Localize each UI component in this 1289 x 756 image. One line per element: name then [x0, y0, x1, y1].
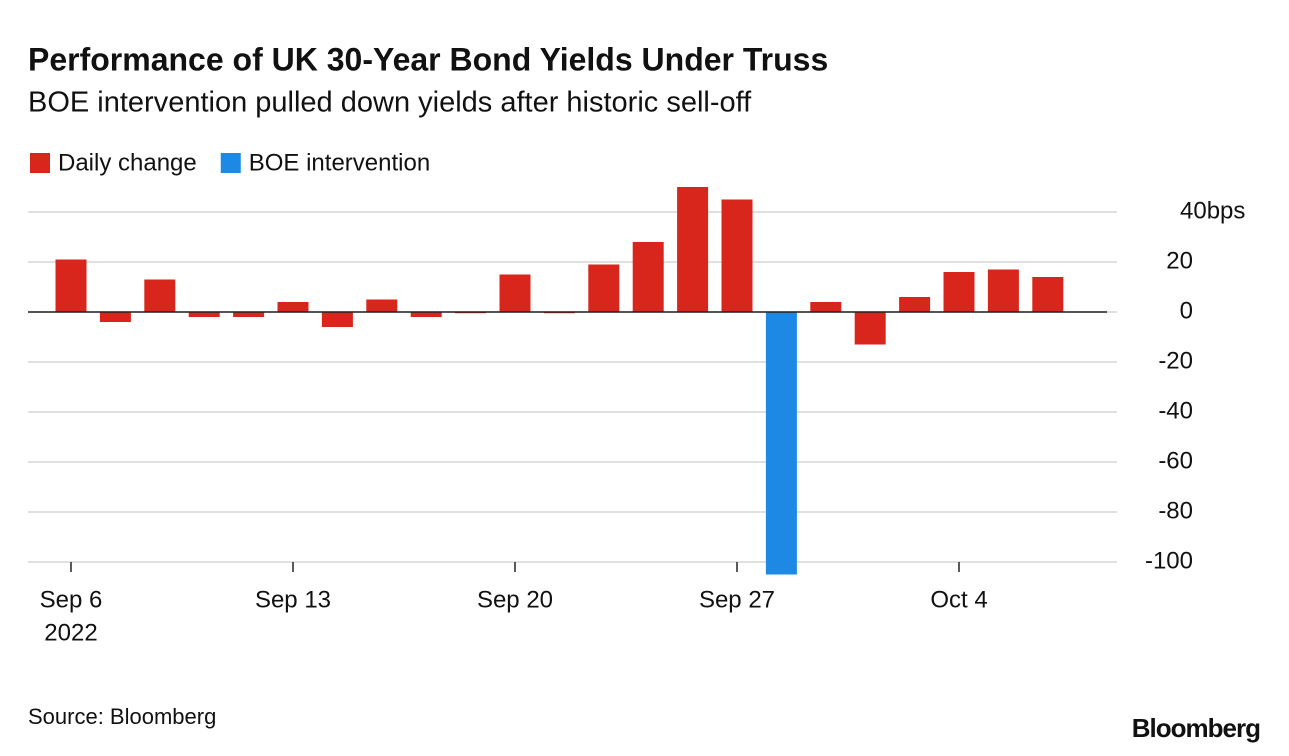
bar — [677, 187, 709, 312]
y-tick-label: -40 — [1158, 397, 1193, 424]
bar — [721, 199, 753, 312]
brand: Bloomberg — [1132, 713, 1260, 743]
y-tick-label: 0 — [1180, 297, 1193, 324]
x-sublabel: 2022 — [44, 619, 97, 646]
bar — [588, 264, 620, 312]
y-tick-label: -20 — [1158, 347, 1193, 374]
bar — [188, 312, 220, 317]
bar — [144, 279, 176, 312]
legend-swatch — [220, 153, 241, 173]
bar — [410, 312, 442, 317]
x-tick-label: Oct 4 — [930, 586, 987, 613]
bar — [277, 302, 309, 312]
bar — [899, 297, 931, 312]
bar — [810, 302, 842, 312]
y-tick-label: -80 — [1158, 497, 1193, 524]
legend-label: BOE intervention — [249, 149, 430, 176]
x-tick-label: Sep 20 — [477, 586, 553, 613]
x-tick-label: Sep 6 — [40, 586, 103, 613]
bar — [366, 299, 398, 312]
y-tick-label: 20 — [1166, 247, 1193, 274]
bar — [233, 312, 265, 317]
y-tick-label: -100 — [1145, 547, 1193, 574]
bar — [55, 259, 87, 312]
x-tick-label: Sep 27 — [699, 586, 775, 613]
bar — [765, 312, 797, 575]
bar — [99, 312, 131, 322]
bar — [854, 312, 886, 345]
legend-label: Daily change — [58, 149, 197, 176]
bar — [499, 274, 531, 312]
bar — [1032, 277, 1064, 312]
bar — [943, 272, 975, 312]
source: Source: Bloomberg — [28, 704, 216, 729]
y-tick-label: -60 — [1158, 447, 1193, 474]
bar — [321, 312, 353, 327]
chart-subtitle: BOE intervention pulled down yields afte… — [28, 87, 752, 119]
bar — [987, 269, 1019, 312]
bar — [632, 242, 664, 312]
x-tick-label: Sep 13 — [255, 586, 331, 613]
chart-title: Performance of UK 30-Year Bond Yields Un… — [28, 41, 828, 77]
y-tick-label: 40bps — [1180, 197, 1245, 224]
legend-swatch — [30, 153, 50, 173]
